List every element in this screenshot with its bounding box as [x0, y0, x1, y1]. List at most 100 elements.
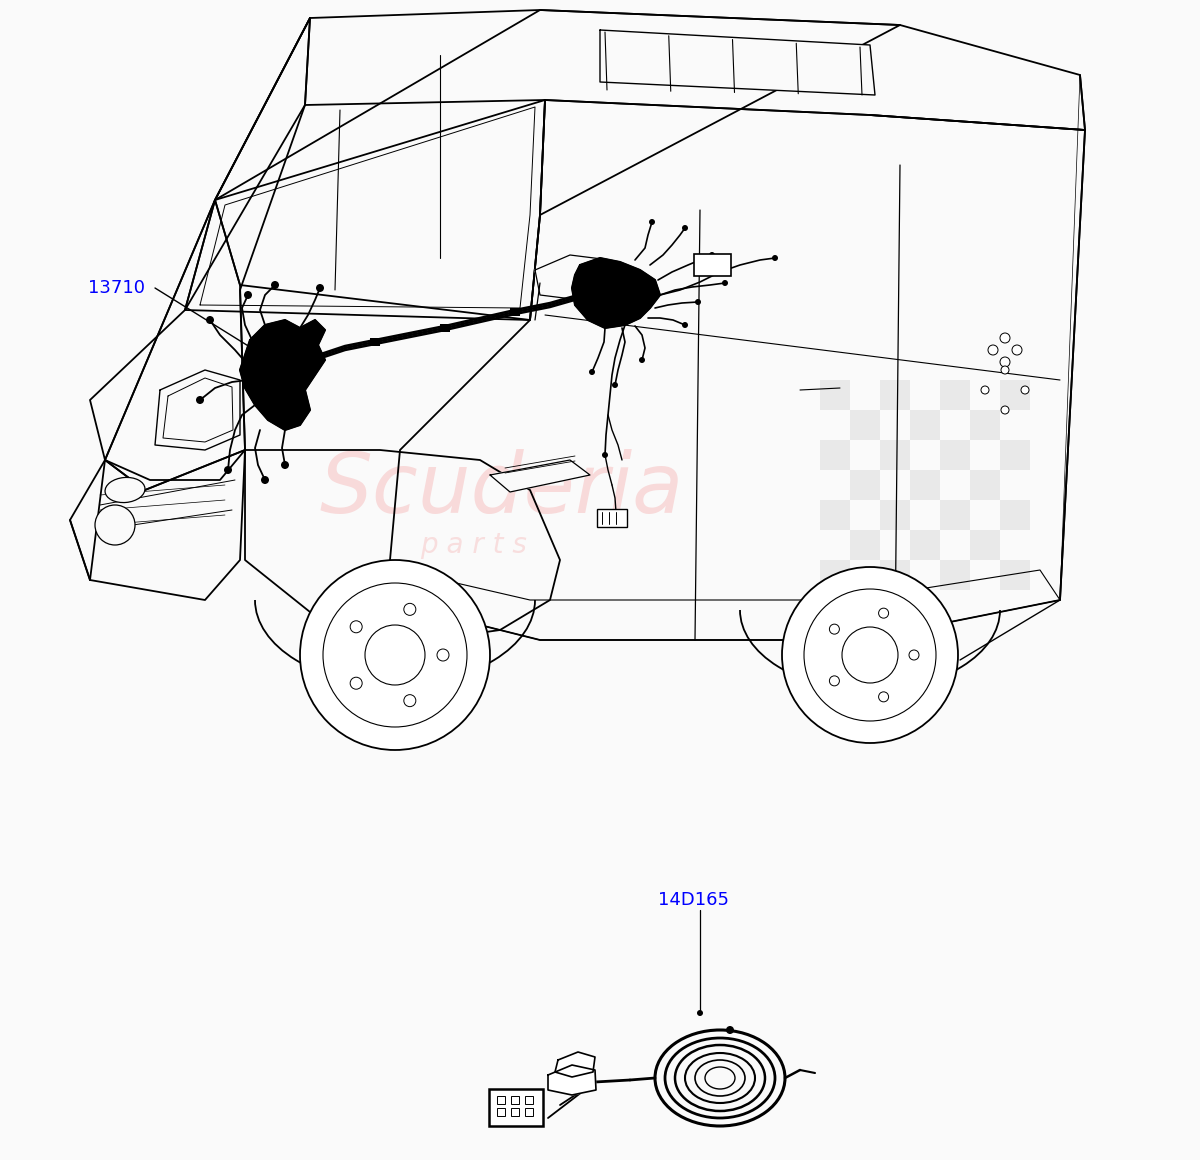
- Circle shape: [437, 648, 449, 661]
- Circle shape: [365, 625, 425, 686]
- Bar: [511, 1108, 520, 1116]
- Circle shape: [697, 1010, 703, 1016]
- Circle shape: [1001, 367, 1009, 374]
- Circle shape: [602, 452, 608, 458]
- Bar: [880, 380, 910, 409]
- Polygon shape: [245, 450, 560, 640]
- Circle shape: [910, 650, 919, 660]
- Circle shape: [1000, 333, 1010, 343]
- Bar: [497, 1096, 505, 1104]
- Polygon shape: [155, 370, 240, 450]
- Polygon shape: [572, 258, 660, 328]
- Circle shape: [1012, 345, 1022, 355]
- Circle shape: [640, 357, 646, 363]
- Text: 13710: 13710: [88, 280, 145, 297]
- Polygon shape: [185, 100, 545, 320]
- Bar: [850, 409, 880, 440]
- Ellipse shape: [106, 478, 145, 502]
- Bar: [526, 1108, 533, 1116]
- Bar: [510, 309, 520, 316]
- Polygon shape: [548, 1065, 596, 1095]
- Bar: [497, 1108, 505, 1116]
- Bar: [940, 380, 970, 409]
- FancyBboxPatch shape: [694, 254, 731, 276]
- Bar: [370, 338, 380, 346]
- Bar: [1000, 500, 1030, 530]
- Bar: [1000, 380, 1030, 409]
- Circle shape: [244, 291, 252, 299]
- Circle shape: [842, 628, 898, 683]
- Bar: [880, 500, 910, 530]
- Bar: [970, 470, 1000, 500]
- Circle shape: [1021, 386, 1030, 394]
- Bar: [1000, 440, 1030, 470]
- Polygon shape: [390, 560, 1060, 640]
- Circle shape: [772, 255, 778, 261]
- Circle shape: [350, 621, 362, 633]
- Circle shape: [1001, 406, 1009, 414]
- Circle shape: [722, 280, 728, 287]
- Bar: [580, 291, 590, 299]
- Polygon shape: [305, 10, 1085, 130]
- Circle shape: [878, 691, 888, 702]
- Polygon shape: [240, 320, 325, 430]
- Bar: [820, 560, 850, 590]
- Bar: [940, 440, 970, 470]
- Circle shape: [206, 316, 214, 324]
- Bar: [850, 470, 880, 500]
- FancyBboxPatch shape: [490, 1089, 542, 1126]
- Bar: [880, 440, 910, 470]
- Circle shape: [988, 345, 998, 355]
- Polygon shape: [535, 255, 616, 300]
- Polygon shape: [70, 450, 245, 600]
- Circle shape: [350, 677, 362, 689]
- Circle shape: [804, 589, 936, 722]
- Bar: [910, 409, 940, 440]
- Bar: [820, 500, 850, 530]
- Bar: [511, 1096, 520, 1104]
- Polygon shape: [600, 30, 875, 95]
- Circle shape: [316, 284, 324, 292]
- Polygon shape: [215, 10, 900, 320]
- Polygon shape: [90, 19, 310, 480]
- Circle shape: [682, 225, 688, 231]
- Circle shape: [262, 476, 269, 484]
- Circle shape: [404, 695, 416, 706]
- Circle shape: [224, 466, 232, 474]
- Circle shape: [589, 369, 595, 375]
- Circle shape: [281, 461, 289, 469]
- Bar: [850, 530, 880, 560]
- Circle shape: [682, 322, 688, 328]
- Circle shape: [612, 382, 618, 387]
- Circle shape: [695, 299, 701, 305]
- Polygon shape: [490, 461, 590, 492]
- Circle shape: [95, 505, 134, 545]
- Bar: [940, 560, 970, 590]
- Bar: [820, 380, 850, 409]
- Bar: [526, 1096, 533, 1104]
- Text: p a r t s: p a r t s: [420, 531, 527, 559]
- Circle shape: [829, 624, 840, 635]
- Bar: [440, 324, 450, 332]
- Circle shape: [404, 603, 416, 615]
- Bar: [820, 440, 850, 470]
- Circle shape: [271, 281, 278, 289]
- Bar: [910, 470, 940, 500]
- FancyBboxPatch shape: [598, 509, 628, 527]
- Circle shape: [982, 386, 989, 394]
- Polygon shape: [554, 1052, 595, 1076]
- Text: Scuderia: Scuderia: [320, 449, 684, 530]
- Bar: [970, 530, 1000, 560]
- Circle shape: [878, 608, 888, 618]
- Bar: [970, 409, 1000, 440]
- Polygon shape: [106, 200, 245, 490]
- Circle shape: [649, 219, 655, 225]
- Bar: [880, 560, 910, 590]
- Polygon shape: [390, 100, 1085, 640]
- Circle shape: [323, 583, 467, 727]
- Circle shape: [709, 252, 715, 258]
- Circle shape: [300, 560, 490, 751]
- Circle shape: [829, 676, 840, 686]
- Bar: [910, 530, 940, 560]
- Bar: [940, 500, 970, 530]
